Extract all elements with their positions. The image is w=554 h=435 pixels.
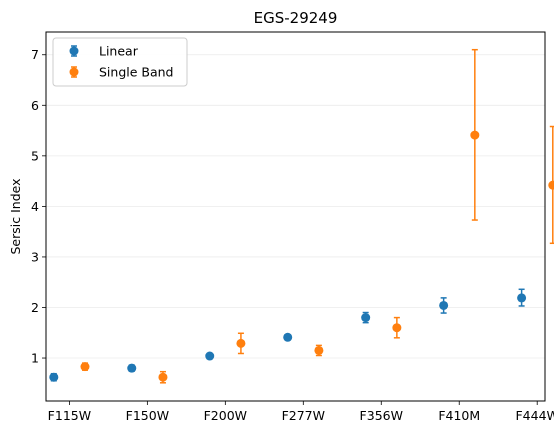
grid-lines (46, 55, 545, 358)
y-tick-label: 1 (31, 351, 39, 366)
x-tick-label: F115W (48, 408, 91, 423)
legend-label: Single Band (99, 65, 174, 80)
series-markers (49, 50, 554, 383)
data-point (236, 339, 245, 348)
plot-frame (46, 32, 545, 401)
y-tick-label: 7 (31, 47, 39, 62)
data-point (517, 293, 526, 302)
y-axis-label: Sersic Index (8, 178, 23, 254)
data-point (392, 323, 401, 332)
data-point (205, 352, 214, 361)
data-point (283, 333, 292, 342)
legend: Linear Single Band (53, 38, 187, 86)
data-point (361, 313, 370, 322)
y-tick-label: 6 (31, 98, 39, 113)
x-tick-label: F150W (126, 408, 169, 423)
data-point (439, 301, 448, 310)
y-tick-label: 4 (31, 199, 39, 214)
data-point (127, 364, 136, 373)
data-point (49, 373, 58, 382)
y-tick-label: 5 (31, 148, 39, 163)
legend-label: Linear (99, 44, 139, 59)
data-point (158, 373, 167, 382)
data-point (470, 131, 479, 140)
x-tick-label: F444W (515, 408, 554, 423)
data-point (548, 181, 554, 190)
y-tick-label: 2 (31, 300, 39, 315)
data-point (314, 346, 323, 355)
legend-marker (70, 68, 79, 77)
x-tick-label: F356W (360, 408, 403, 423)
legend-marker (70, 47, 79, 56)
chart-title: EGS-29249 (254, 9, 338, 27)
data-point (80, 362, 89, 371)
x-tick-label: F410M (438, 408, 480, 423)
x-tick-label: F277W (282, 408, 325, 423)
x-tick-label: F200W (204, 408, 247, 423)
y-tick-label: 3 (31, 249, 39, 264)
